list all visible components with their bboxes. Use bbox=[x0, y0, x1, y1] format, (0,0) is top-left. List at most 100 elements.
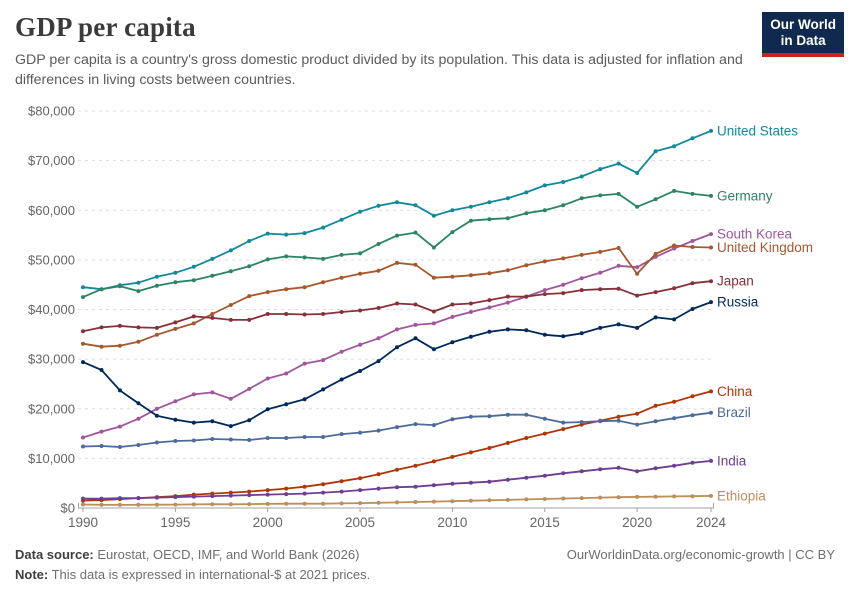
data-point bbox=[302, 491, 307, 496]
data-point bbox=[395, 345, 399, 350]
data-point bbox=[210, 419, 215, 424]
data-point bbox=[635, 469, 640, 474]
data-point bbox=[395, 233, 399, 238]
data-point bbox=[117, 424, 122, 429]
data-point bbox=[672, 188, 677, 193]
data-point bbox=[210, 502, 215, 507]
x-tick-label: 2010 bbox=[437, 515, 467, 530]
data-point bbox=[376, 336, 381, 341]
credit-link[interactable]: OurWorldinData.org/economic-growth | CC … bbox=[566, 547, 835, 562]
series-label-ethiopia: Ethiopia bbox=[717, 488, 766, 503]
data-point bbox=[173, 439, 178, 443]
data-point bbox=[487, 479, 492, 484]
data-point bbox=[117, 343, 122, 348]
data-point bbox=[505, 294, 510, 299]
data-point bbox=[635, 325, 640, 330]
data-point bbox=[672, 286, 677, 291]
data-point bbox=[284, 232, 289, 237]
data-point bbox=[524, 190, 529, 195]
data-point bbox=[247, 239, 252, 243]
data-point bbox=[635, 265, 640, 270]
series-united-kingdom: United Kingdom bbox=[81, 240, 813, 349]
data-point bbox=[302, 484, 307, 489]
data-point bbox=[191, 502, 196, 507]
series-line-germany bbox=[82, 189, 712, 299]
data-point bbox=[228, 396, 233, 401]
data-point bbox=[339, 310, 344, 314]
data-point bbox=[468, 334, 473, 339]
data-point bbox=[358, 476, 363, 481]
data-point bbox=[265, 231, 270, 236]
data-point bbox=[321, 501, 326, 506]
data-point bbox=[358, 308, 363, 313]
series-south-korea: South Korea bbox=[81, 227, 793, 440]
data-point bbox=[247, 294, 252, 299]
data-point bbox=[672, 144, 677, 149]
data-point bbox=[81, 435, 85, 440]
owid-logo: Our World in Data bbox=[762, 12, 844, 57]
data-point bbox=[154, 440, 159, 445]
data-point bbox=[395, 301, 399, 306]
data-point bbox=[524, 294, 529, 299]
data-point bbox=[284, 254, 289, 259]
data-point bbox=[284, 371, 289, 376]
data-point bbox=[709, 128, 713, 133]
data-point bbox=[709, 410, 713, 415]
data-point bbox=[431, 275, 436, 280]
data-point bbox=[81, 360, 85, 365]
data-point bbox=[321, 256, 326, 261]
data-point bbox=[653, 419, 658, 424]
data-point bbox=[191, 392, 196, 397]
data-point bbox=[542, 208, 547, 213]
data-point bbox=[616, 246, 621, 250]
data-point bbox=[579, 331, 584, 336]
data-point bbox=[136, 339, 141, 344]
data-point bbox=[321, 435, 326, 439]
data-point bbox=[284, 312, 289, 316]
data-point bbox=[81, 502, 85, 507]
data-point bbox=[468, 480, 473, 485]
data-point bbox=[376, 500, 381, 505]
data-point bbox=[579, 174, 584, 179]
data-point bbox=[431, 499, 436, 504]
data-point bbox=[431, 459, 436, 464]
x-tick-label: 1990 bbox=[68, 515, 98, 530]
data-point bbox=[81, 285, 85, 290]
data-point bbox=[487, 217, 492, 222]
data-point bbox=[487, 329, 492, 334]
data-point bbox=[616, 286, 621, 291]
series-line-russia bbox=[82, 301, 712, 428]
data-point bbox=[672, 246, 677, 251]
data-point bbox=[339, 217, 344, 222]
data-point bbox=[117, 284, 122, 289]
data-point bbox=[598, 287, 603, 292]
series-russia: Russia bbox=[81, 295, 759, 429]
data-point bbox=[413, 262, 418, 267]
data-point bbox=[358, 369, 363, 373]
data-point bbox=[450, 230, 455, 235]
series-ethiopia: Ethiopia bbox=[81, 488, 766, 507]
data-point bbox=[284, 402, 289, 407]
data-point bbox=[431, 483, 436, 488]
data-point bbox=[265, 376, 270, 381]
data-point bbox=[524, 412, 529, 417]
data-point bbox=[635, 204, 640, 209]
data-point bbox=[468, 218, 473, 223]
data-point bbox=[376, 268, 381, 273]
data-point bbox=[616, 495, 621, 500]
data-point bbox=[413, 463, 418, 468]
data-point bbox=[413, 322, 418, 327]
data-point bbox=[376, 472, 381, 477]
chart-subtitle: GDP per capita is a country's gross dome… bbox=[15, 52, 743, 88]
data-point bbox=[99, 344, 104, 349]
data-point bbox=[672, 243, 677, 248]
data-point bbox=[431, 321, 436, 326]
data-point bbox=[228, 502, 233, 507]
data-point bbox=[487, 298, 492, 303]
data-point bbox=[302, 231, 307, 236]
data-point bbox=[690, 245, 695, 249]
data-point bbox=[376, 359, 381, 364]
data-point bbox=[284, 501, 289, 506]
data-point bbox=[210, 437, 215, 441]
data-point bbox=[690, 136, 695, 141]
